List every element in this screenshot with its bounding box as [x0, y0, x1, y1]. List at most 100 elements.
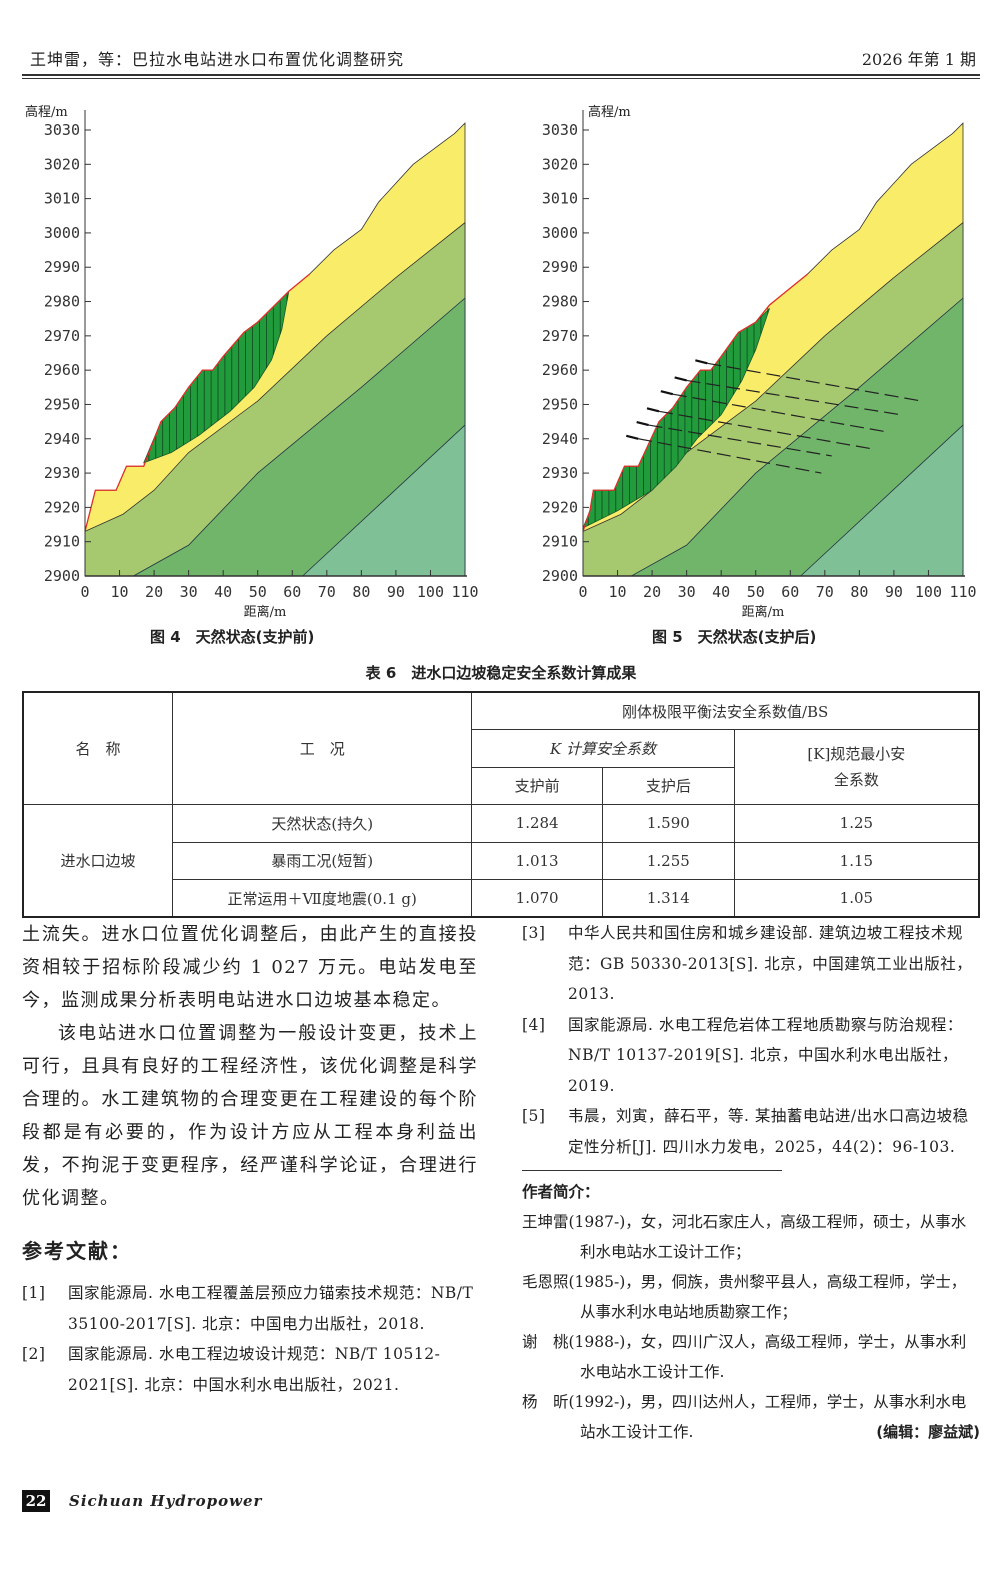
header-condition: 工 况 [172, 691, 473, 805]
y-tick-label: 2930 [44, 464, 80, 482]
y-tick-label: 2970 [542, 327, 578, 345]
x-tick-label: 30 [678, 583, 696, 601]
reference-item: [1] 国家能源局. 水电工程覆盖层预应力锚索技术规范：NB/T 35100-20… [22, 1284, 474, 1333]
x-tick-label: 40 [214, 583, 232, 601]
y-tick-label: 2920 [542, 498, 578, 516]
x-tick-label: 80 [850, 583, 868, 601]
anchor-cable [707, 362, 922, 402]
cell-condition: 天然状态(持久) [172, 804, 473, 843]
y-tick-label: 3000 [542, 224, 578, 242]
x-tick-label: 30 [180, 583, 198, 601]
x-tick-label: 100 [417, 583, 444, 601]
row-group: 进水口边坡 [22, 804, 174, 918]
cell-condition: 正常运用＋Ⅶ度地震(0.1 g) [172, 879, 473, 918]
header-rule [22, 74, 980, 76]
y-tick-label: 3030 [44, 121, 80, 139]
page-number: 22 [22, 1490, 50, 1512]
cell-after: 1.314 [602, 879, 735, 918]
anchor-cable [686, 379, 901, 416]
author-bio: 杨 昕(1992-)，男，四川达州人，工程师，学士，从事水利水电站水工设计工作. [522, 1393, 967, 1441]
y-tick-label: 2950 [542, 395, 578, 413]
y-axis-label: 高程/m [588, 104, 631, 120]
body-paragraph: 土流失。进水口位置优化调整后，由此产生的直接投资相较于招标阶段减少约 1 027… [22, 924, 478, 1011]
y-tick-label: 2910 [542, 533, 578, 551]
x-tick-label: 70 [816, 583, 834, 601]
anchor-cable [672, 393, 888, 433]
x-tick-label: 50 [747, 583, 765, 601]
x-tick-label: 10 [111, 583, 129, 601]
y-tick-label: 2990 [44, 258, 80, 276]
y-axis-label: 高程/m [25, 104, 68, 120]
x-tick-label: 40 [712, 583, 730, 601]
reference-item: [3] 中华人民共和国住房和城乡建设部. 建筑边坡工程技术规范：GB 50330-… [522, 924, 973, 1003]
safety-factor-table: 名 称 工 况 刚体极限平衡法安全系数值/BS K 计算安全系数 [K]规范最小… [22, 691, 980, 918]
anchor-cable [658, 410, 874, 450]
header-name: 名 称 [22, 691, 174, 805]
anchor-head [626, 434, 639, 440]
y-tick-label: 2930 [542, 464, 578, 482]
y-tick-label: 2910 [44, 533, 80, 551]
figure-4-chart: 2900 2910 2920 2930 2940 2950 2960 2970 2980 2990… [25, 104, 479, 620]
table-row: 正常运用＋Ⅶ度地震(0.1 g) 1.070 1.314 1.05 [23, 879, 980, 918]
y-tick-label: 2980 [542, 293, 578, 311]
x-tick-label: 90 [885, 583, 903, 601]
figure-5-caption: 图 5 天然状态(支护后) [652, 628, 817, 646]
x-tick-label: 90 [387, 583, 405, 601]
author-bio: 王坤雷(1987-)，女，河北石家庄人，高级工程师，硕士，从事水利水电站水工设计… [522, 1213, 967, 1261]
x-axis-label: 距离/m [742, 604, 785, 620]
x-axis-label: 距离/m [244, 604, 287, 620]
y-tick-label: 3010 [44, 190, 80, 208]
y-tick-label: 3000 [44, 224, 80, 242]
anchor-head [646, 407, 660, 413]
editor-credit: (编辑：廖益斌) [876, 1423, 980, 1441]
cell-before: 1.070 [471, 879, 603, 918]
figure-4-caption: 图 4 天然状态(支护前) [150, 628, 315, 646]
x-tick-label: 60 [283, 583, 301, 601]
cell-after: 1.590 [602, 804, 735, 843]
anchor-head [674, 376, 687, 382]
cell-spec: 1.05 [733, 879, 980, 918]
y-tick-label: 2940 [44, 430, 80, 448]
reference-item: [5] 韦晨，刘寅，薛石平，等. 某抽蓄电站进/出水口高边坡稳定性分析[J]. 四… [522, 1107, 969, 1156]
cell-spec: 1.15 [733, 841, 980, 880]
header-k: K 计算安全系数 [471, 729, 735, 768]
x-tick-label: 10 [609, 583, 627, 601]
x-tick-label: 20 [145, 583, 163, 601]
anchor-head [695, 359, 708, 365]
x-tick-label: 70 [318, 583, 336, 601]
x-tick-label: 60 [781, 583, 799, 601]
x-tick-label: 20 [643, 583, 661, 601]
anchor-cable [648, 424, 832, 457]
author-bio: 谢 桃(1988-)，女，四川广汉人，高级工程师，学士，从事水利水电站水工设计工… [522, 1333, 967, 1381]
y-tick-label: 2960 [542, 361, 578, 379]
x-tick-label: 0 [578, 583, 587, 601]
slope-surface-line [582, 273, 808, 532]
issue-label: 2026 年第 1 期 [861, 50, 976, 69]
y-tick-label: 2900 [44, 567, 80, 585]
cell-before: 1.284 [471, 804, 603, 843]
table-row: 进水口边坡 天然状态(持久) 1.284 1.590 1.25 [22, 804, 980, 918]
cell-spec: 1.25 [733, 804, 980, 843]
header-rule [22, 78, 980, 79]
x-tick-label: 110 [949, 583, 976, 601]
references-heading: 参考文献： [22, 1239, 132, 1263]
y-tick-label: 3020 [542, 155, 578, 173]
y-tick-label: 3030 [542, 121, 578, 139]
header-after: 支护后 [602, 766, 735, 805]
reference-item: [4] 国家能源局. 水电工程危岩体工程地质勘察与防治规程：NB/T 10137-… [522, 1015, 963, 1095]
cell-before: 1.013 [471, 841, 603, 880]
body-paragraph: 该电站进水口位置调整为一般设计变更，技术上可行，且具有良好的工程经济性，该优化调… [22, 1023, 478, 1209]
slope-surface-line [84, 273, 310, 532]
header-group: 刚体极限平衡法安全系数值/BS [471, 691, 980, 730]
x-tick-label: 50 [249, 583, 267, 601]
y-tick-label: 3010 [542, 190, 578, 208]
reference-item: [2] 国家能源局. 水电工程边坡设计规范：NB/T 10512-2021[S].… [22, 1345, 441, 1394]
y-tick-label: 2980 [44, 293, 80, 311]
header-spec: [K]规范最小安全系数 [733, 729, 980, 805]
y-tick-label: 3020 [44, 155, 80, 173]
anchor-cable [638, 438, 822, 474]
journal-name: Sichuan Hydropower [69, 1492, 263, 1510]
y-tick-label: 2940 [542, 430, 578, 448]
y-tick-label: 2990 [542, 258, 578, 276]
divider [522, 1170, 782, 1171]
